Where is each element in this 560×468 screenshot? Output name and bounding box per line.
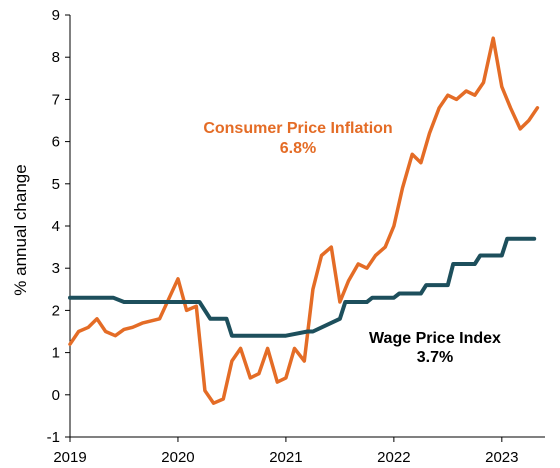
y-tick-label: 6 (52, 134, 60, 151)
cpi-annotation-value: 6.8% (280, 140, 316, 157)
cpi-series-line (68, 36, 540, 405)
y-tick-label: 5 (52, 176, 60, 193)
y-axis-label: % annual change (11, 164, 30, 295)
y-tick-label: 0 (52, 387, 60, 404)
cpi-annotation: Consumer Price Inflation 6.8% (203, 120, 392, 157)
x-tick-label: 2019 (53, 449, 86, 466)
y-tick-label: 7 (52, 91, 60, 108)
axes (69, 15, 545, 438)
y-tick-label: 3 (52, 260, 60, 277)
x-tick-label: 2020 (161, 449, 194, 466)
y-tick-label: 8 (52, 49, 60, 66)
x-axis-ticks: 2019 2020 2021 2022 2023 (53, 437, 519, 466)
y-tick-label: 2 (52, 302, 60, 319)
wpi-annotation-value: 3.7% (417, 349, 453, 366)
x-tick-label: 2021 (269, 449, 302, 466)
wpi-annotation: Wage Price Index 3.7% (369, 330, 501, 366)
y-tick-label: -1 (47, 429, 60, 446)
series-lines (68, 36, 540, 405)
y-tick-label: 4 (52, 218, 60, 235)
wpi-series-line (68, 236, 537, 338)
x-tick-label: 2022 (377, 449, 410, 466)
y-axis-ticks: -1 0 1 2 3 4 5 6 7 8 9 (47, 7, 70, 446)
wpi-annotation-label: Wage Price Index (369, 330, 501, 347)
cpi-annotation-label: Consumer Price Inflation (203, 120, 392, 137)
x-tick-label: 2023 (485, 449, 518, 466)
y-tick-label: 1 (52, 345, 60, 362)
y-tick-label: 9 (52, 7, 60, 24)
